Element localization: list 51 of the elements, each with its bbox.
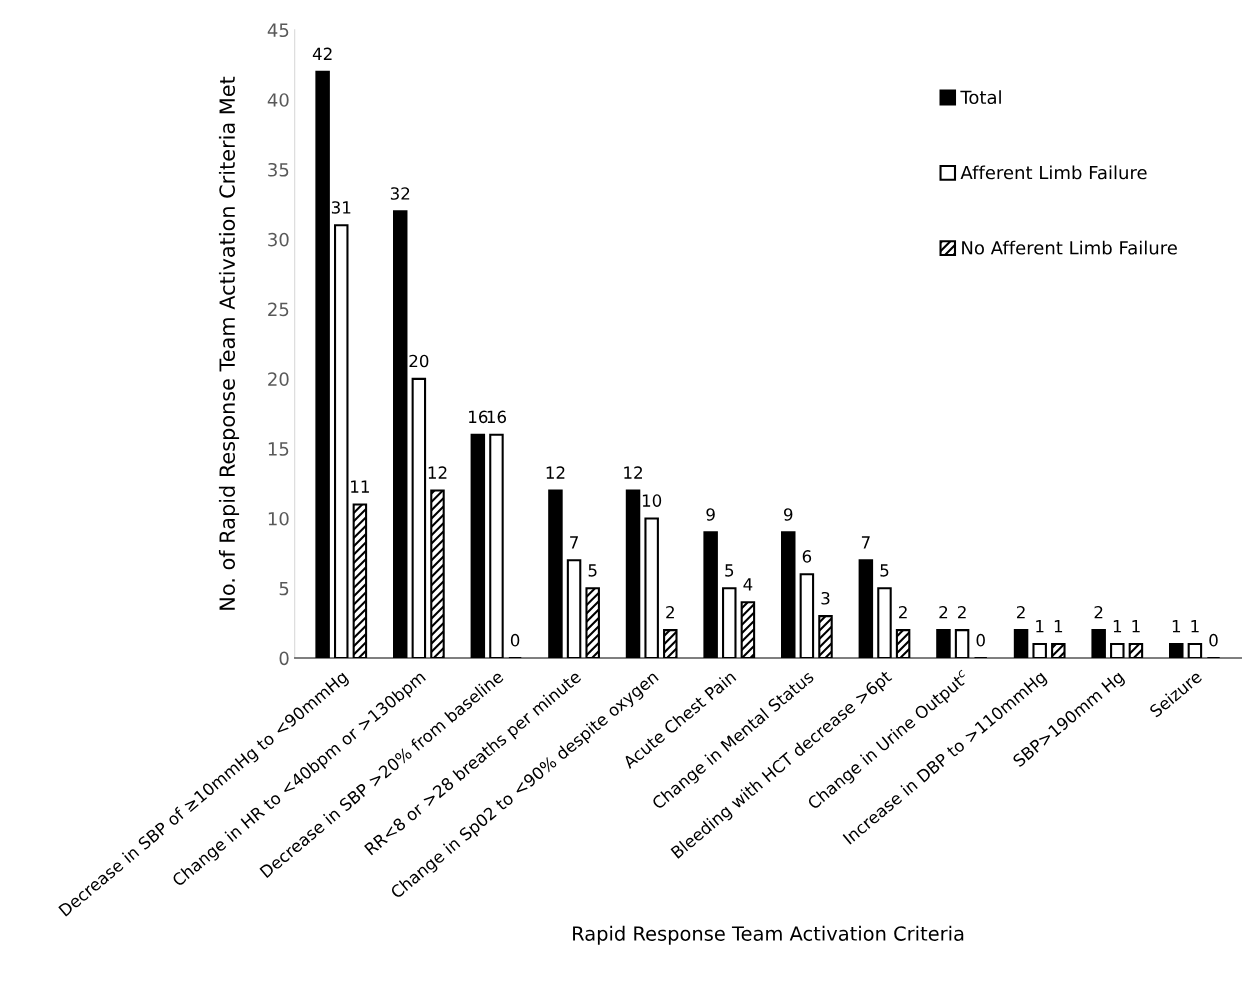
- data-label: 2: [899, 605, 907, 619]
- data-label: 1: [1054, 620, 1063, 633]
- data-label: 6: [802, 550, 812, 563]
- data-label: 1: [1172, 620, 1181, 633]
- y-tick-label: 0: [279, 651, 289, 666]
- y-axis-title: No. of Rapid Response Team Activation Criteria Met: [218, 76, 240, 610]
- legend-label: Total: [960, 90, 1001, 105]
- data-label: 9: [706, 508, 715, 521]
- data-label: 12: [546, 466, 565, 479]
- y-tick-label: 5: [279, 581, 289, 596]
- data-label: 31: [331, 201, 351, 214]
- y-tick-label: 15: [268, 442, 289, 456]
- data-label: 2: [939, 605, 948, 619]
- data-label: 2: [1016, 605, 1025, 619]
- data-label: 11: [351, 480, 369, 493]
- data-label: 1: [1132, 620, 1140, 633]
- data-label: 0: [1209, 633, 1218, 647]
- x-axis-title: Rapid Response Team Activation Criteria: [573, 925, 964, 945]
- data-label: 4: [743, 578, 753, 591]
- data-label: 32: [390, 187, 410, 200]
- data-label: 5: [725, 564, 734, 577]
- data-label: 2: [666, 605, 674, 619]
- data-label: 2: [958, 605, 966, 619]
- data-label: 20: [409, 354, 429, 368]
- data-label: 5: [588, 564, 597, 577]
- data-label: 2: [1094, 605, 1103, 619]
- data-label: 3: [821, 591, 830, 605]
- data-label: 16: [487, 410, 507, 424]
- data-label: 1: [1191, 620, 1199, 633]
- data-label: 7: [570, 536, 578, 549]
- data-label: 7: [861, 536, 870, 549]
- y-tick-label: 25: [268, 302, 289, 317]
- y-tick-label: 10: [268, 511, 289, 526]
- data-label: 1: [1036, 620, 1044, 633]
- data-label: 0: [510, 633, 520, 647]
- y-tick-label: 45: [267, 23, 289, 38]
- data-label: 10: [642, 494, 662, 507]
- data-label: 9: [784, 508, 793, 521]
- data-label: 12: [428, 466, 447, 479]
- y-tick-label: 20: [268, 372, 289, 386]
- data-label: 42: [312, 47, 332, 60]
- data-label: 1: [1113, 620, 1122, 633]
- legend-label: Afferent Limb Failure: [960, 165, 1147, 180]
- y-tick-label: 35: [268, 162, 289, 177]
- data-label: 5: [880, 564, 889, 577]
- data-label: 16: [469, 410, 488, 424]
- y-tick-label: 40: [267, 93, 289, 107]
- data-label: 0: [976, 633, 985, 647]
- data-label: 12: [624, 466, 642, 479]
- y-tick-label: 30: [268, 232, 289, 247]
- legend-label: No Afferent Limb Failure: [962, 240, 1177, 255]
